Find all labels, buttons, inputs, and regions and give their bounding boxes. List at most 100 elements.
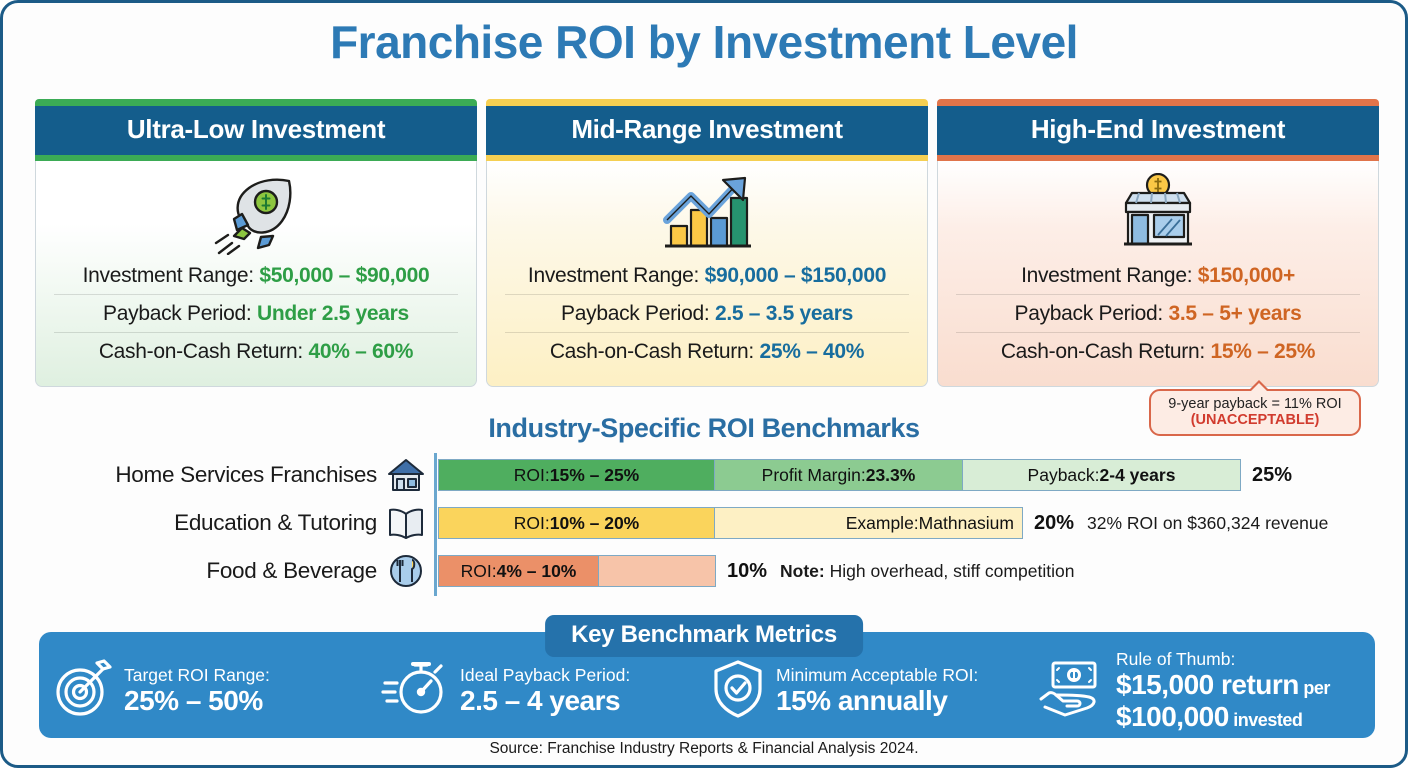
row-label-food-beverage: Food & Beverage [206, 558, 377, 583]
segment-label: Example: [845, 512, 919, 533]
bar-segment-payback: Payback: 2-4 years [963, 459, 1241, 491]
row-label: Payback Period: [103, 302, 257, 325]
table-row: Education & Tutoring ROI: 10% – 20% Exam… [3, 503, 1405, 543]
segment-label: Profit Margin: [761, 464, 866, 485]
metric-value: 25% – 50% [124, 685, 263, 717]
metric-value-line2: $100,000 [1116, 700, 1229, 732]
segment-label: Payback: [1027, 464, 1100, 485]
row-note-bold: Note: [780, 560, 830, 581]
page-title: Franchise ROI by Investment Level [330, 16, 1078, 68]
table-row: Home Services Franchises ROI: 15% – 25% [3, 455, 1405, 495]
metric-label: Rule of Thumb: [1116, 648, 1236, 669]
source-footer: Source: Franchise Industry Reports & Fin… [489, 740, 919, 757]
row-value: $50,000 – $90,000 [259, 264, 430, 287]
bar-home-services: ROI: 15% – 25% Profit Margin: 23.3% Payb… [438, 459, 1241, 491]
house-icon [383, 457, 429, 493]
bar-food-beverage: ROI: 4% – 10% [438, 555, 716, 587]
metric-value: $15,000 return per [1116, 669, 1330, 700]
card-mid-range-investment: Mid-Range Investment [486, 99, 928, 387]
card-accent-bar [486, 99, 928, 106]
metric-value-suffix2: invested [1228, 709, 1303, 730]
plate-cutlery-icon [383, 553, 429, 589]
row-value: $90,000 – $150,000 [704, 264, 887, 287]
card-header-title: High-End Investment [937, 106, 1379, 155]
metric-value-2: $100,000 invested [1116, 701, 1330, 732]
segment-label: ROI: [460, 560, 497, 581]
row-percent-value: 10% [727, 559, 768, 582]
bar-segment-roi: ROI: 10% – 20% [438, 507, 715, 539]
open-book-icon [383, 505, 429, 541]
card-high-end-investment: High-End Investment [937, 99, 1379, 387]
card-row-cash-on-cash: Cash-on-Cash Return: 40% – 60% [54, 332, 458, 370]
segment-value: 15% – 25% [549, 464, 640, 485]
bar-segment-example: Example: Mathnasium [715, 507, 1023, 539]
segment-value: 10% – 20% [549, 512, 640, 533]
metric-label: Target ROI Range: [124, 664, 270, 685]
row-value: 40% – 60% [308, 340, 414, 363]
row-value: Under 2.5 years [257, 302, 409, 325]
metric-text: Ideal Payback Period: 2.5 – 4 years [460, 664, 631, 717]
row-value: $150,000+ [1197, 264, 1295, 287]
bar-segment-profit-margin: Profit Margin: 23.3% [715, 459, 963, 491]
metric-label: Ideal Payback Period: [460, 664, 631, 685]
callout-line-1: 9-year payback = 11% ROI [1168, 396, 1342, 412]
investment-level-cards: Ultra-Low Investment [35, 99, 1379, 387]
row-label: Cash-on-Cash Return: [98, 340, 309, 363]
target-icon [53, 658, 115, 724]
metric-text: Minimum Acceptable ROI: 15% annually [776, 665, 978, 717]
card-header-title: Mid-Range Investment [486, 106, 928, 155]
card-accent-bar-lower [486, 155, 928, 161]
card-row-cash-on-cash: Cash-on-Cash Return: 15% – 25% [956, 332, 1360, 370]
row-label: Cash-on-Cash Return: [549, 340, 760, 363]
segment-value: 2-4 years [1099, 464, 1176, 485]
card-row-investment-range: Investment Range: $90,000 – $150,000 [505, 257, 908, 294]
card-ultra-low-investment: Ultra-Low Investment [35, 99, 477, 387]
row-percent-value: 20% [1034, 511, 1075, 534]
row-label: Payback Period: [561, 302, 715, 325]
card-body: Investment Range: $150,000+ Payback Peri… [937, 161, 1379, 387]
row-label-home-services: Home Services Franchises [115, 462, 377, 487]
card-header-title: Ultra-Low Investment [35, 106, 477, 155]
metric-value-line1: $15,000 return [1116, 669, 1299, 701]
shield-check-icon [709, 658, 767, 725]
metric-value: 15% annually [776, 685, 948, 717]
metric-minimum-acceptable-roi: Minimum Acceptable ROI: 15% annually [709, 646, 1033, 725]
row-value: 3.5 – 5+ years [1168, 302, 1302, 325]
card-accent-bar [937, 99, 1379, 106]
row-percent-value: 25% [1252, 463, 1293, 486]
stopwatch-icon [381, 659, 451, 724]
row-note-text: High overhead, stiff competition [829, 560, 1075, 581]
row-value: 25% – 40% [759, 340, 865, 363]
card-row-investment-range: Investment Range: $150,000+ [956, 257, 1359, 294]
row-note-text: 32% ROI on $360,324 revenue [1087, 512, 1329, 533]
metric-text: Target ROI Range: 25% – 50% [124, 664, 270, 717]
row-label: Cash-on-Cash Return: [1000, 340, 1211, 363]
growth-chart-icon [655, 171, 759, 257]
unacceptable-roi-callout: 9-year payback = 11% ROI (UNACCEPTABLE) [1149, 380, 1361, 436]
benchmarks-section-title: Industry-Specific ROI Benchmarks [488, 413, 920, 443]
row-value: 2.5 – 3.5 years [714, 302, 853, 325]
row-label: Investment Range: [527, 264, 705, 287]
card-body: Investment Range: $90,000 – $150,000 Pay… [486, 161, 928, 387]
segment-value: 4% – 10% [496, 560, 577, 581]
row-label: Investment Range: [1021, 264, 1198, 287]
row-label: Payback Period: [1014, 302, 1169, 325]
card-accent-bar-lower [35, 155, 477, 161]
callout-line-2: (UNACCEPTABLE) [1190, 412, 1320, 428]
bar-segment-remainder [599, 555, 716, 587]
rocket-icon [204, 171, 308, 257]
chart-axis-line [434, 453, 437, 596]
card-row-payback-period: Payback Period: 2.5 – 3.5 years [505, 294, 909, 332]
storefront-icon [1106, 171, 1210, 257]
metric-text: Rule of Thumb: $15,000 return per $100,0… [1116, 648, 1330, 732]
card-row-investment-range: Investment Range: $50,000 – $90,000 [54, 257, 457, 294]
row-label-education-tutoring: Education & Tutoring [174, 510, 377, 535]
metric-ideal-payback-period: Ideal Payback Period: 2.5 – 4 years [381, 647, 705, 724]
row-label: Investment Range: [82, 264, 260, 287]
table-row: Food & Beverage ROI: 4% – 10% 10% Note: … [3, 551, 1405, 591]
metric-rule-of-thumb: Rule of Thumb: $15,000 return per $100,0… [1037, 638, 1361, 732]
card-row-cash-on-cash: Cash-on-Cash Return: 25% – 40% [505, 332, 909, 370]
segment-value: Mathnasium [918, 512, 1014, 533]
segment-label: ROI: [513, 464, 550, 485]
